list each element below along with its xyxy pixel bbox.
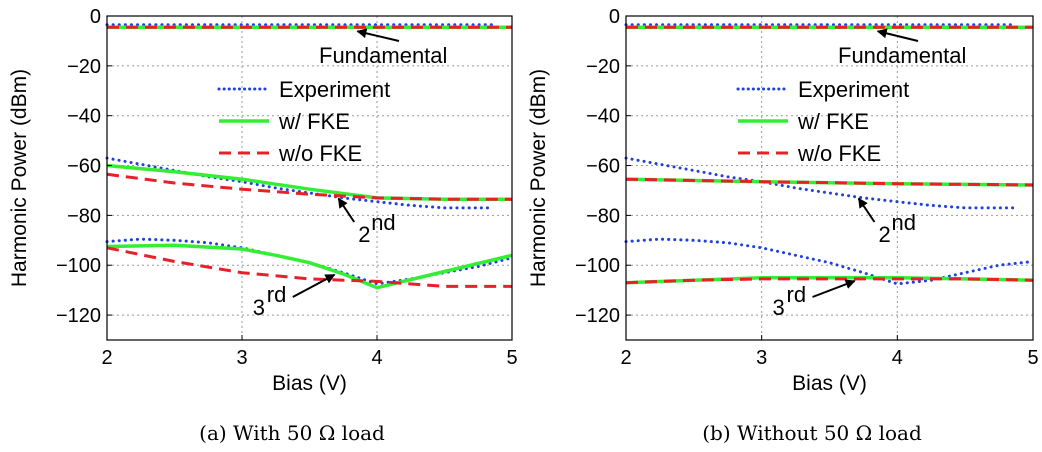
x-tick-label: 2 <box>101 347 112 369</box>
annotation-fundamental: Fundamental <box>319 43 447 68</box>
x-tick-label: 5 <box>1027 347 1038 369</box>
legend-label: w/ FKE <box>278 109 350 134</box>
panel-caption: (a) With 50 Ω load <box>199 421 385 445</box>
annotation-second-sup: nd <box>891 210 915 235</box>
x-tick-label: 2 <box>620 347 631 369</box>
x-tick-label: 4 <box>892 347 903 369</box>
y-tick-label: −40 <box>67 106 101 128</box>
annotation-arrow <box>292 273 336 298</box>
y-axis-label: Harmonic Power (dBm) <box>8 69 31 287</box>
chart-panel-a: 2 3 4 5 0 −20 −40 −60 −80 −100 −120 Bias (V) Harmoni… <box>8 6 518 445</box>
legend-label: Experiment <box>798 77 909 102</box>
annotation-arrow <box>876 28 919 42</box>
series-3rd-experiment <box>105 237 514 286</box>
legend: Experiment w/ FKE w/o FKE <box>736 77 909 166</box>
annotation-second-harmonic: 2 <box>878 222 890 247</box>
annotation-second-sup: nd <box>371 210 395 235</box>
series-3rd-w-fke <box>106 243 513 290</box>
panel-caption: (b) Without 50 Ω load <box>702 421 922 445</box>
annotation-fundamental: Fundamental <box>838 43 966 68</box>
annotation-third-sup: rd <box>787 282 807 307</box>
y-tick-label: −60 <box>586 156 620 178</box>
annotation-arrow <box>812 279 856 298</box>
x-tick-label: 5 <box>506 347 517 369</box>
y-tick-label: −20 <box>67 56 101 78</box>
y-tick-label: −120 <box>56 305 101 327</box>
x-tick-label: 3 <box>236 347 247 369</box>
y-tick-label: −80 <box>67 205 101 227</box>
y-tick-label: −60 <box>67 156 101 178</box>
y-tick-label: −40 <box>586 106 620 128</box>
axes-frame <box>106 15 513 341</box>
annotation-arrow <box>857 197 876 223</box>
legend: Experiment w/ FKE w/o FKE <box>217 77 390 166</box>
y-axis-label: Harmonic Power (dBm) <box>527 69 550 287</box>
legend-label: Experiment <box>279 77 390 102</box>
series-2nd-experiment <box>624 156 1015 210</box>
annotation-second-harmonic: 2 <box>358 222 370 247</box>
series-2nd-w-o-fke <box>106 172 512 201</box>
axes-frame <box>625 15 1034 341</box>
series-3rd-experiment <box>624 237 1035 286</box>
legend-label: w/o FKE <box>797 141 881 166</box>
annotation-arrow <box>356 28 400 42</box>
annotation-third-harmonic: 3 <box>773 295 785 320</box>
x-tick-label: 3 <box>756 347 767 369</box>
y-tick-label: −120 <box>575 305 620 327</box>
x-tick-label: 4 <box>371 347 382 369</box>
series-3rd-w-o-fke <box>625 277 1034 285</box>
y-tick-label: 0 <box>90 6 101 28</box>
x-axis-label: Bias (V) <box>272 372 347 395</box>
y-tick-label: −100 <box>56 255 101 277</box>
series-3rd-w-o-fke <box>106 246 512 288</box>
x-axis-label: Bias (V) <box>792 372 867 395</box>
y-tick-label: −100 <box>575 255 620 277</box>
chart-panel-b: 2 3 4 5 0 −20 −40 −60 −80 −100 −120 Bias (V) Harmoni… <box>527 6 1039 445</box>
legend-label: w/o FKE <box>278 141 362 166</box>
series-2nd-experiment <box>105 156 494 210</box>
y-tick-label: −20 <box>586 56 620 78</box>
series-2nd-w-o-fke <box>625 177 1034 187</box>
annotation-third-sup: rd <box>267 282 287 307</box>
annotation-third-harmonic: 3 <box>253 295 265 320</box>
legend-label: w/ FKE <box>797 109 869 134</box>
annotation-arrow <box>337 197 356 223</box>
y-tick-label: 0 <box>609 6 620 28</box>
y-tick-label: −80 <box>586 205 620 227</box>
series-2nd-w-fke <box>106 163 512 201</box>
